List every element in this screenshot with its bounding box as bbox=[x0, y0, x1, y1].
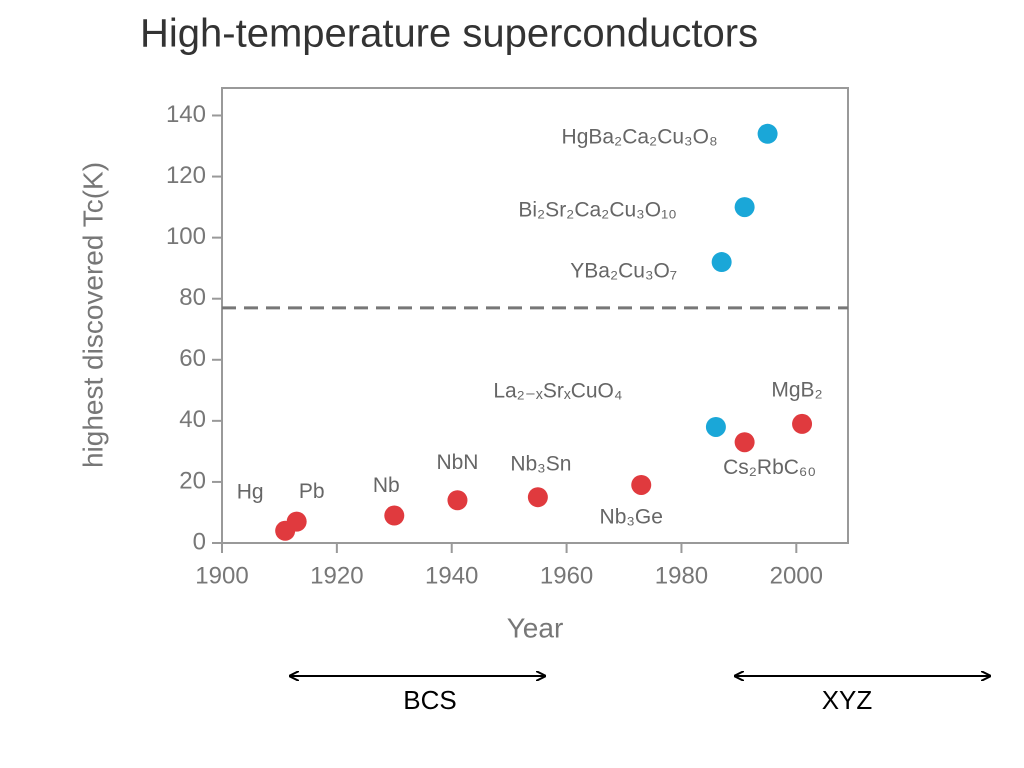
point-label: Pb bbox=[299, 480, 325, 503]
point-label: Hg bbox=[237, 480, 264, 503]
point-label: Nb bbox=[373, 474, 400, 497]
point bbox=[792, 413, 813, 434]
y-tick-label: 100 bbox=[166, 223, 206, 250]
x-tick-label: 1960 bbox=[540, 562, 593, 589]
y-tick-label: 80 bbox=[179, 284, 206, 311]
point bbox=[711, 252, 732, 273]
plot-frame bbox=[221, 87, 849, 544]
x-tick-label: 2000 bbox=[770, 562, 823, 589]
x-tick-label: 1920 bbox=[310, 562, 363, 589]
y-axis-label: highest discovered Tc(K) bbox=[77, 162, 108, 468]
y-tick-label: 120 bbox=[166, 162, 206, 189]
y-tick-label: 0 bbox=[193, 528, 206, 555]
point-label: Bi₂Sr₂Ca₂Cu₃O₁₀ bbox=[518, 199, 677, 222]
point bbox=[631, 474, 652, 495]
point-label: MgB₂ bbox=[771, 378, 822, 401]
point bbox=[705, 416, 726, 437]
y-tick-label: 20 bbox=[179, 467, 206, 494]
y-tick-label: 60 bbox=[179, 345, 206, 372]
point-label: HgBa₂Ca₂Cu₃O₈ bbox=[562, 125, 718, 148]
point bbox=[734, 432, 755, 453]
point bbox=[384, 505, 405, 526]
span-label: XYZ bbox=[822, 685, 873, 715]
x-tick-label: 1980 bbox=[655, 562, 708, 589]
point-label: YBa₂Cu₃O₇ bbox=[570, 260, 677, 283]
y-tick-label: 140 bbox=[166, 101, 206, 128]
point bbox=[734, 197, 755, 218]
span-label: BCS bbox=[403, 685, 456, 715]
x-axis-label: Year bbox=[507, 612, 564, 643]
point bbox=[447, 490, 468, 511]
point-label: NbN bbox=[436, 451, 478, 474]
x-tick-label: 1940 bbox=[425, 562, 478, 589]
point bbox=[286, 511, 307, 532]
point-label: La₂₋ₓSrₓCuO₄ bbox=[493, 380, 622, 403]
point bbox=[527, 487, 548, 508]
x-tick-label: 1900 bbox=[195, 562, 248, 589]
point-label: Cs₂RbC₆₀ bbox=[723, 456, 816, 479]
point-label: Nb₃Ge bbox=[600, 506, 663, 529]
point-label: Nb₃Sn bbox=[510, 453, 571, 476]
slide-title: High-temperature superconductors bbox=[140, 12, 758, 56]
y-tick-label: 40 bbox=[179, 406, 206, 433]
point bbox=[757, 123, 778, 144]
